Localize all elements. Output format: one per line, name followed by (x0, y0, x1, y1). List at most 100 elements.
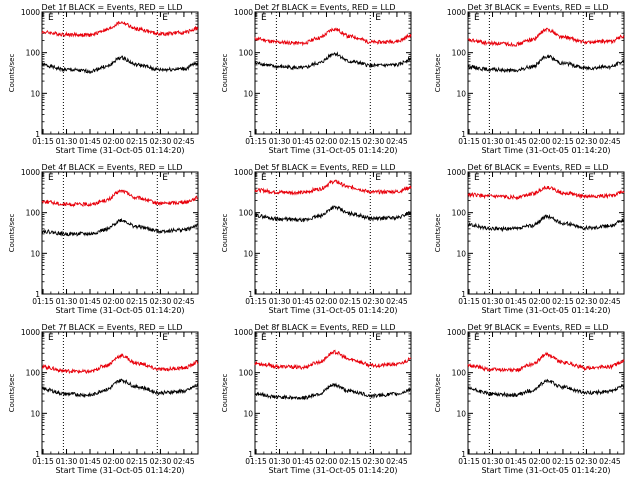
y-tick-label: 1000 (21, 168, 40, 177)
y-axis-label: Counts/sec (434, 374, 442, 413)
y-tick-label: 1000 (21, 328, 40, 337)
x-tick-label: 01:45 (79, 457, 101, 466)
y-tick-label: 1 (461, 130, 466, 139)
series-line-black (254, 382, 412, 401)
x-tick-label: 02:15 (339, 297, 361, 306)
y-tick-label: 1000 (234, 8, 253, 17)
y-tick-label: 100 (452, 369, 467, 378)
x-tick-label: 02:30 (363, 137, 385, 146)
chart-panel-8: Det 8f BLACK = Events, RED = LLD 1 10 100 10… (221, 323, 412, 475)
y-tick-label: 1 (35, 450, 40, 459)
plot-frame (41, 11, 199, 135)
x-tick-label: 02:00 (529, 137, 551, 146)
series-line-red (467, 27, 625, 48)
x-tick-label: 01:15 (245, 457, 267, 466)
series-line-red (254, 179, 412, 196)
x-tick-label: 02:00 (316, 297, 338, 306)
x-tick-label: 02:00 (103, 457, 125, 466)
y-tick-label: 1 (248, 290, 253, 299)
plot-frame (254, 331, 412, 455)
plot-frame (467, 171, 625, 295)
y-tick-label: 1 (35, 130, 40, 139)
x-tick-label: 02:45 (386, 457, 408, 466)
x-axis-label: Start Time (31-Oct-05 01:14:20) (268, 146, 397, 155)
x-tick-label: 01:45 (292, 137, 314, 146)
x-tick-label: 02:45 (173, 297, 195, 306)
event-marker-label: E (474, 173, 480, 183)
chart-panel-2: Det 2f BLACK = Events, RED = LLD 1 10 100 10… (221, 3, 412, 155)
chart-panel-3: Det 3f BLACK = Events, RED = LLD 1 10 100 10… (434, 3, 625, 155)
chart-title: Det 8f BLACK = Events, RED = LLD (254, 323, 395, 332)
x-tick-label: 02:15 (552, 457, 574, 466)
x-tick-label: 02:15 (552, 137, 574, 146)
x-tick-label: 02:30 (150, 297, 172, 306)
chart-panel-5: Det 5f BLACK = Events, RED = LLD 1 10 100 10… (221, 163, 412, 315)
y-tick-label: 10 (30, 249, 40, 258)
chart-title: Det 2f BLACK = Events, RED = LLD (254, 3, 395, 12)
x-tick-label: 01:30 (269, 457, 291, 466)
x-tick-label: 02:30 (576, 297, 598, 306)
series-line-black (254, 51, 412, 71)
event-marker-label: E (375, 173, 381, 183)
x-tick-label: 01:15 (458, 137, 480, 146)
y-tick-label: 100 (452, 209, 467, 218)
x-tick-label: 01:15 (32, 137, 54, 146)
series-line-black (41, 378, 199, 398)
chart-title: Det 3f BLACK = Events, RED = LLD (467, 3, 608, 12)
series-line-red (254, 27, 412, 47)
y-axis-label: Counts/sec (434, 214, 442, 253)
series-line-red (41, 21, 199, 38)
y-axis-label: Counts/sec (434, 54, 442, 93)
x-tick-label: 01:15 (32, 457, 54, 466)
series-line-black (467, 378, 625, 398)
y-tick-label: 1000 (234, 328, 253, 337)
event-marker-label: E (162, 13, 168, 23)
x-tick-label: 01:30 (56, 137, 78, 146)
y-axis-label: Counts/sec (8, 54, 16, 93)
event-marker-label: E (48, 173, 54, 183)
x-tick-label: 02:45 (173, 137, 195, 146)
x-tick-label: 02:45 (173, 457, 195, 466)
chart-panel-7: Det 7f BLACK = Events, RED = LLD 1 10 100 10… (8, 323, 199, 475)
series-line-red (467, 351, 625, 373)
chart-title: Det 6f BLACK = Events, RED = LLD (467, 163, 608, 172)
series-line-red (41, 189, 199, 208)
event-marker-label: E (474, 333, 480, 343)
y-tick-label: 1 (461, 290, 466, 299)
event-marker-label: E (261, 333, 267, 343)
event-marker-label: E (375, 13, 381, 23)
x-tick-label: 02:15 (126, 457, 148, 466)
y-tick-label: 10 (456, 249, 466, 258)
y-tick-label: 100 (452, 49, 467, 58)
plot-frame (467, 11, 625, 135)
x-tick-label: 01:45 (505, 457, 527, 466)
plot-frame (41, 331, 199, 455)
x-tick-label: 02:30 (363, 297, 385, 306)
x-tick-label: 02:15 (339, 457, 361, 466)
series-line-red (467, 185, 625, 201)
event-marker-label: E (261, 173, 267, 183)
y-tick-label: 100 (26, 49, 41, 58)
series-line-black (467, 213, 625, 233)
y-tick-label: 10 (456, 89, 466, 98)
x-tick-label: 02:45 (599, 137, 621, 146)
chart-title: Det 7f BLACK = Events, RED = LLD (41, 323, 182, 332)
x-tick-label: 02:30 (363, 457, 385, 466)
chart-panel-1: Det 1f BLACK = Events, RED = LLD 1 10 100 10… (8, 3, 199, 155)
x-tick-label: 01:45 (79, 297, 101, 306)
x-tick-label: 02:45 (599, 457, 621, 466)
chart-title: Det 4f BLACK = Events, RED = LLD (41, 163, 182, 172)
x-axis-label: Start Time (31-Oct-05 01:14:20) (481, 306, 610, 315)
y-axis-label: Counts/sec (221, 54, 229, 93)
x-tick-label: 01:30 (269, 137, 291, 146)
x-tick-label: 01:15 (458, 457, 480, 466)
y-tick-label: 1 (248, 130, 253, 139)
y-tick-label: 10 (243, 249, 253, 258)
series-line-black (254, 205, 412, 223)
x-tick-label: 02:45 (599, 297, 621, 306)
y-tick-label: 100 (239, 369, 254, 378)
x-tick-label: 01:45 (505, 137, 527, 146)
event-marker-label: E (162, 333, 168, 343)
y-tick-label: 10 (30, 409, 40, 418)
chart-panel-4: Det 4f BLACK = Events, RED = LLD 1 10 100 10… (8, 163, 199, 315)
